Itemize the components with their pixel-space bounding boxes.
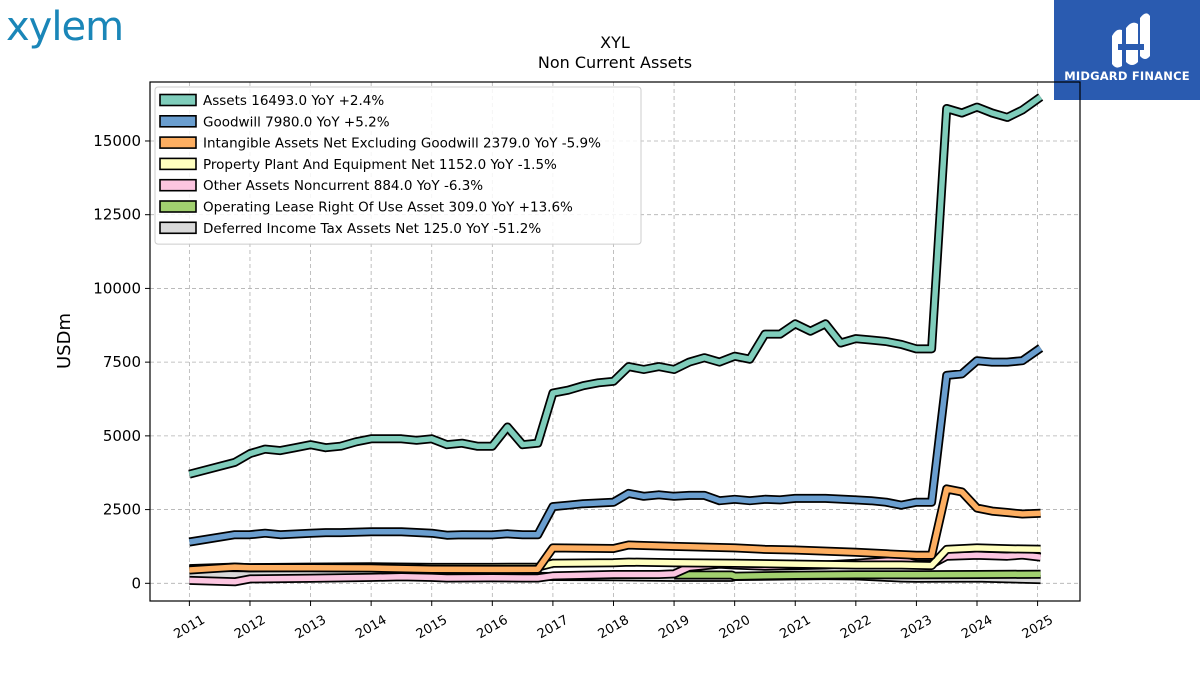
plot-frame [149,81,1081,602]
legend: Assets 16493.0 YoY +2.4% Goodwill 7980.0 … [154,86,642,245]
x-tick-label: 2013 [293,613,329,643]
x-tick-label: 2017 [535,613,571,643]
x-tick-label: 2016 [474,613,510,643]
legend-swatch [159,136,197,149]
x-tick-label: 2022 [838,613,874,643]
x-axis: 2011 2012 2013 2014 2015 2016 2017 2018 2019 2020… [172,601,1056,642]
y-tick-label: 10000 [93,279,141,297]
legend-box [154,86,642,245]
series-line [189,486,1041,573]
y-tick-label: 12500 [93,206,141,224]
x-tick-label: 2025 [1020,613,1056,643]
legend-swatch [159,157,197,171]
midgard-finance-text: MIDGARD FINANCE [1064,69,1190,83]
legend-entry: Other Assets Noncurrent 884.0 YoY -6.3% [203,178,483,194]
x-tick-label: 2021 [777,613,813,643]
legend-entry: Assets 16493.0 YoY +2.4% [203,93,384,109]
legend-entry: Operating Lease Right Of Use Asset 309.0… [203,200,573,216]
legend-entry: Goodwill 7980.0 YoY +5.2% [203,114,390,130]
xylem-logo: xylem [6,4,124,50]
legend-swatch [159,221,197,235]
legend-entry: Property Plant And Equipment Net 1152.0 … [203,157,557,173]
y-tick-label: 15000 [93,132,141,150]
y-axis-label: USDm [54,313,75,369]
midgard-finance-logo: MIDGARD FINANCE [1054,0,1200,100]
series-line [188,345,1043,545]
y-axis: 0 2500 5000 7500 10000 12500 15000 [93,132,150,592]
series-line [674,571,1041,579]
chart-subtitle: Non Current Assets [537,53,693,72]
x-tick-label: 2011 [172,613,208,643]
legend-swatch [159,93,197,107]
legend-swatch [159,200,197,213]
y-tick-label: 2500 [103,501,141,519]
x-tick-label: 2019 [656,613,692,643]
x-tick-label: 2024 [959,613,995,643]
y-tick-label: 7500 [103,353,141,371]
x-tick-label: 2023 [899,613,935,643]
series-layer [188,93,1044,587]
x-tick-label: 2015 [414,613,450,643]
midgard-emblem-icon [1112,13,1150,68]
x-tick-label: 2018 [596,613,632,643]
legend-entry: Deferred Income Tax Assets Net 125.0 YoY… [203,221,541,237]
y-tick-label: 5000 [103,427,141,445]
series-line [188,94,1043,477]
chart-title: XYL [600,33,630,52]
legend-swatch [159,178,197,192]
x-tick-label: 2020 [717,613,753,643]
x-tick-label: 2012 [232,613,268,643]
legend-entry: Intangible Assets Net Excluding Goodwill… [203,136,601,152]
legend-swatch [159,115,197,128]
y-tick-label: 0 [131,574,141,592]
x-tick-label: 2014 [353,613,389,643]
